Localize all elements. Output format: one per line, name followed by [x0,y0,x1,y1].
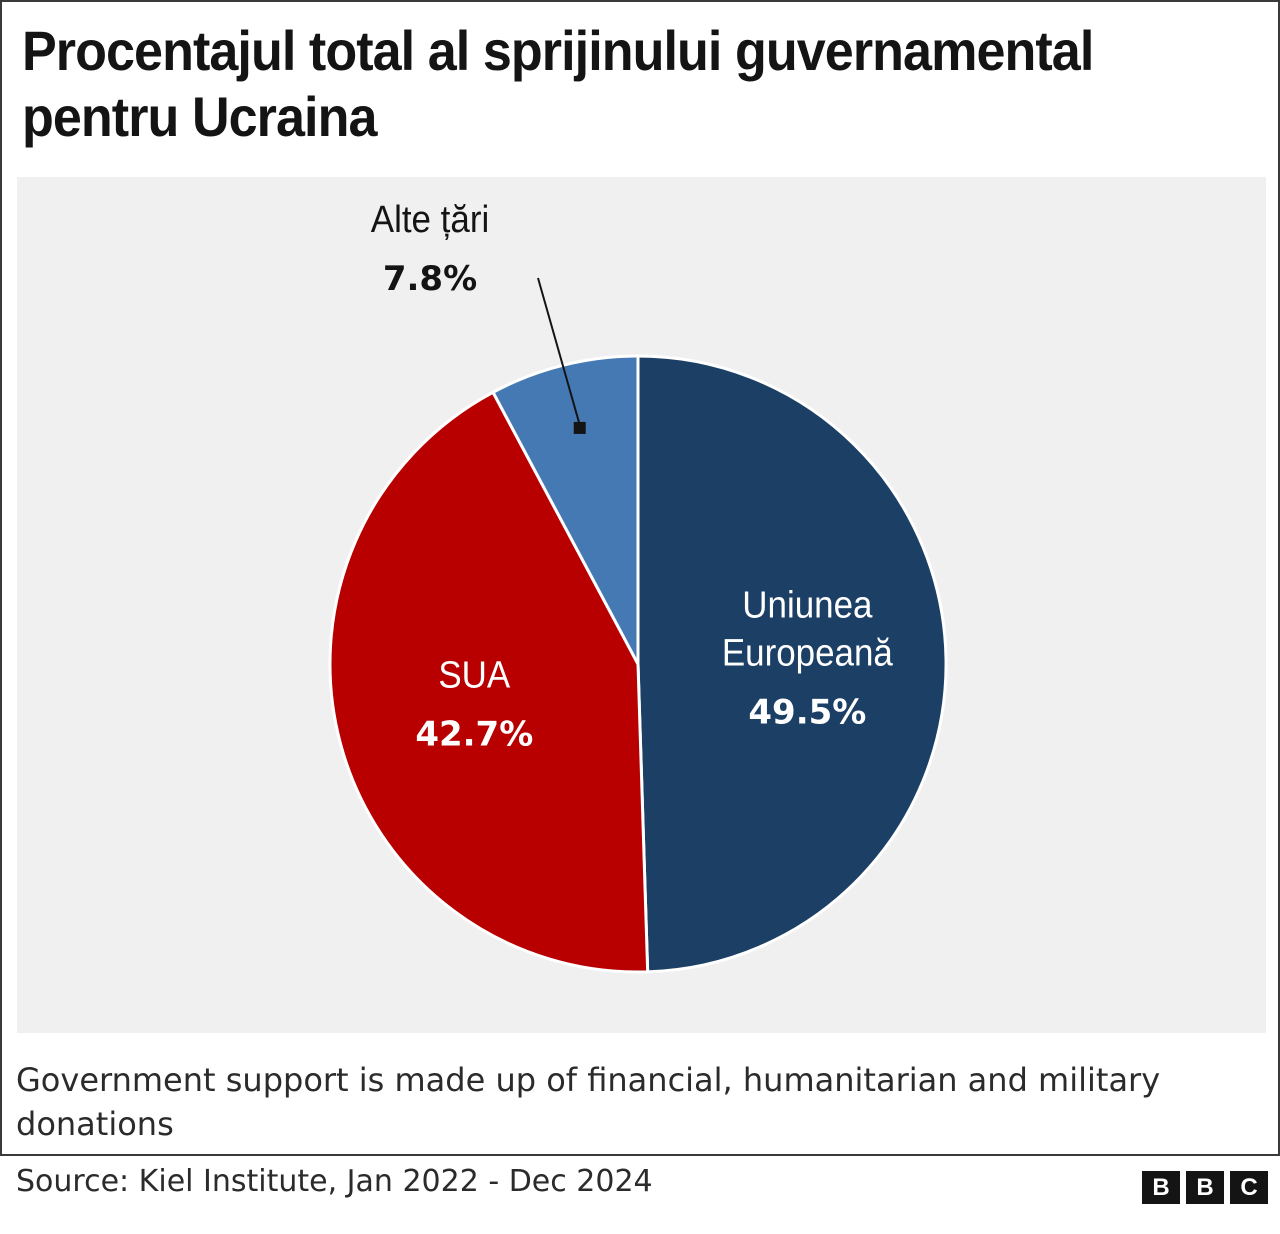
bbc-logo: B B C [1142,1171,1268,1204]
callout-marker [573,421,586,434]
logo-block-b1: B [1142,1171,1180,1204]
footer-divider [0,1154,1280,1156]
slice-value-alte-tari: 7.8% [383,259,477,299]
logo-block-b2: B [1186,1171,1224,1204]
slice-value-uniunea-europeana: 49.5% [748,692,866,732]
pie-labels: Uniunea Europeană 49.5% SUA 42.7% Alte țări 7.… [371,198,894,755]
slice-label-uniunea-europeana-line2: Europeană [722,631,894,674]
chart-frame [0,0,1280,1156]
pie-slice-uniunea-europeana [636,354,948,974]
pie-slices [328,354,948,974]
source-line: Source: Kiel Institute, Jan 2022 - Dec 2… [16,1164,653,1199]
slice-value-sua: 42.7% [415,715,533,755]
callout-leader-line [537,277,581,426]
pie-slice-sua [328,390,650,974]
slice-label-alte-tari: Alte țări [371,198,489,241]
logo-block-c: C [1230,1171,1268,1204]
slice-label-sua: SUA [438,653,510,696]
chart-title: Procentajul total al sprijinului guverna… [22,19,1094,148]
slice-label-uniunea-europeana-line1: Uniunea [742,583,873,626]
chart-note: Government support is made up of financi… [16,1061,1161,1143]
